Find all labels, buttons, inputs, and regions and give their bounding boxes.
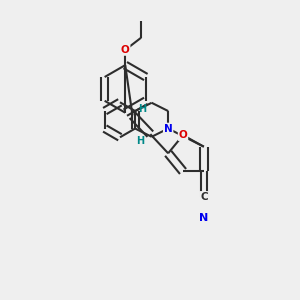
Text: O: O (121, 45, 130, 55)
Text: C: C (200, 192, 208, 202)
Text: H: H (136, 136, 145, 146)
Text: N: N (199, 213, 208, 223)
Text: O: O (178, 130, 188, 140)
Text: H: H (138, 104, 146, 114)
Text: N: N (164, 124, 172, 134)
